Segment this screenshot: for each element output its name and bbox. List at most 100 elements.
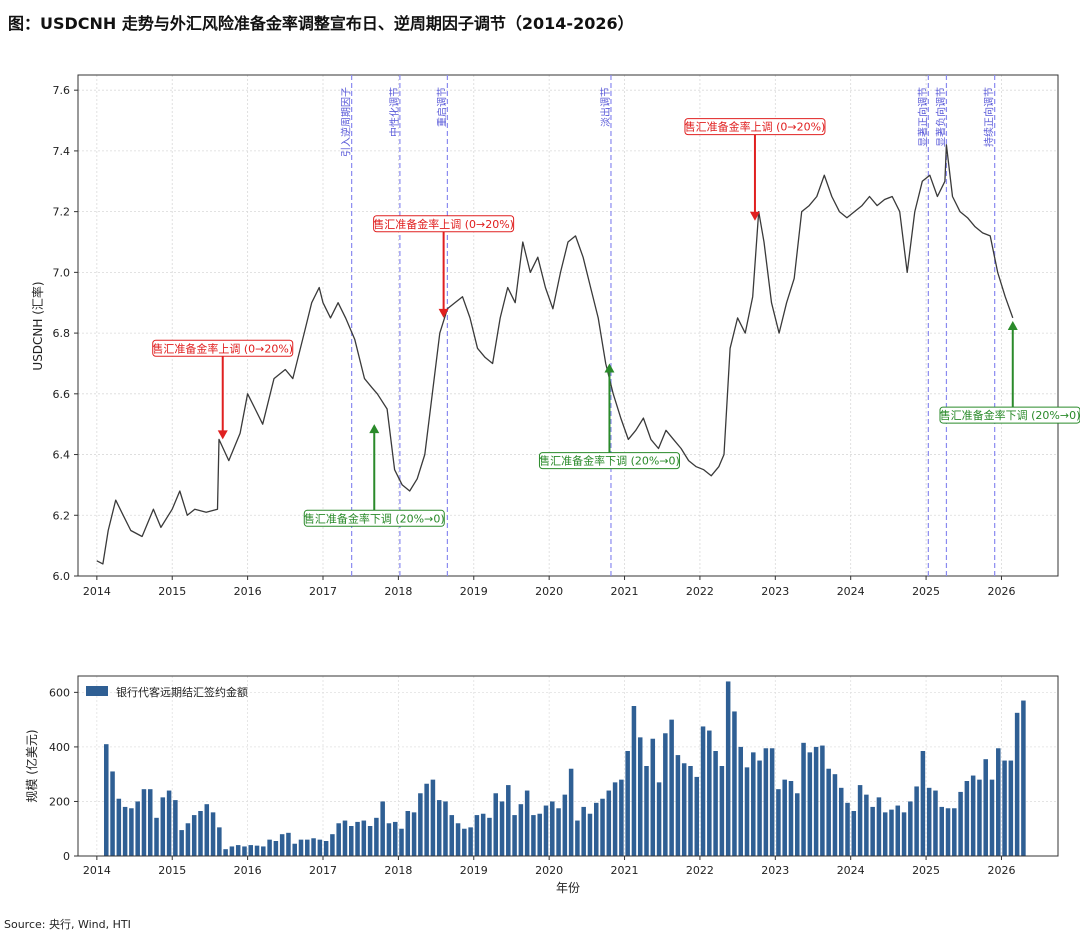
bar: [977, 779, 982, 856]
bar: [908, 801, 913, 856]
bar: [600, 798, 605, 856]
bar: [411, 812, 417, 856]
bar: [707, 730, 712, 856]
bar: [110, 771, 115, 856]
bar: [776, 789, 781, 856]
bar: [744, 767, 750, 856]
bar: [757, 760, 762, 856]
bar: [713, 751, 718, 856]
annotation: 售汇准备金率上调 (0→20%): [373, 215, 515, 318]
top-gridlines: [78, 75, 1058, 577]
top-x-tick-label: 2026: [987, 585, 1015, 598]
bar: [204, 804, 210, 856]
top-y-axis-label: USDCNH (汇率): [30, 281, 45, 370]
bar: [1002, 760, 1007, 856]
bar: [235, 845, 241, 856]
bar: [104, 744, 109, 856]
bar: [933, 790, 938, 856]
annotation-text: 售汇准备金率下调 (20%→0): [304, 511, 445, 525]
bar: [223, 849, 228, 856]
bottom-x-tick-label: 2021: [611, 864, 639, 877]
bar: [279, 834, 285, 856]
bar: [399, 828, 404, 856]
bar: [273, 841, 279, 856]
bar: [424, 783, 429, 856]
event-label: 淡出调节: [599, 87, 612, 127]
bar: [939, 806, 945, 856]
bar: [889, 809, 894, 856]
bar: [870, 806, 875, 856]
bar: [248, 845, 254, 856]
top-y-tick-label: 7.4: [53, 145, 71, 158]
bar: [864, 794, 869, 856]
top-x-tick-label: 2023: [761, 585, 789, 598]
annotations: 售汇准备金率上调 (0→20%) 售汇准备金率下调 (20%→0) 售汇准备金率上调…: [152, 118, 1080, 527]
bar: [763, 748, 769, 856]
bar: [468, 827, 473, 856]
bar: [512, 815, 517, 856]
bar: [198, 811, 203, 856]
bottom-y-axis-label: 规模 (亿美元): [24, 729, 39, 802]
bar: [964, 781, 970, 856]
bar: [562, 794, 568, 856]
bar: [217, 827, 222, 856]
bar-series: [104, 681, 1026, 856]
bar: [436, 800, 442, 856]
bar: [593, 802, 599, 856]
bar: [926, 787, 932, 856]
bar: [644, 766, 649, 856]
bar: [556, 808, 561, 856]
top-x-tick-label: 2019: [460, 585, 488, 598]
top-x-tick-label: 2018: [384, 585, 412, 598]
bar: [650, 738, 656, 856]
top-plot-frame: [77, 74, 1059, 577]
source-note: Source: 央行, Wind, HTI: [4, 918, 131, 931]
bar: [122, 806, 128, 856]
event-label: 重启调节: [435, 87, 448, 127]
legend-swatch: [86, 686, 108, 696]
bar: [185, 823, 191, 856]
bottom-tick-labels: 2014 2015 2016 2017 2018 2019 2020 2021 2022 2023…: [49, 686, 1015, 877]
bottom-y-tick-label: 200: [49, 795, 70, 808]
bar: [656, 782, 662, 856]
top-x-tick-label: 2015: [158, 585, 186, 598]
bar: [499, 801, 505, 856]
bar: [996, 748, 1001, 856]
top-x-tick-label: 2025: [912, 585, 940, 598]
bottom-x-tick-label: 2026: [987, 864, 1015, 877]
bar: [838, 787, 844, 856]
top-x-tick-label: 2014: [83, 585, 111, 598]
bar: [606, 790, 612, 856]
bar: [1021, 700, 1026, 856]
bar: [920, 751, 926, 856]
bar: [336, 823, 341, 856]
bar: [952, 808, 957, 856]
top-y-tick-label: 7.2: [53, 206, 71, 219]
bar: [430, 779, 436, 856]
bar: [154, 817, 159, 856]
annotation: 售汇准备金率下调 (20%→0): [303, 424, 445, 527]
bar: [254, 845, 260, 856]
bar: [895, 805, 901, 856]
bar: [694, 776, 700, 856]
annotation: 售汇准备金率上调 (0→20%): [684, 118, 826, 221]
bar: [418, 793, 423, 856]
chart-title: 图：USDCNH 走势与外汇风险准备金率调整宣布日、逆周期因子调节（2014-2…: [8, 14, 634, 33]
bar: [857, 785, 863, 856]
bar: [550, 801, 555, 856]
bottom-y-tick-label: 400: [49, 741, 70, 754]
bar: [700, 726, 706, 856]
bar: [173, 800, 178, 856]
top-y-tick-label: 6.8: [53, 327, 71, 340]
bar: [820, 745, 825, 856]
bar: [311, 838, 316, 856]
bar: [305, 839, 310, 856]
bar: [587, 813, 593, 856]
bar: [681, 763, 687, 856]
bar: [807, 752, 813, 856]
event-label: 引入逆周期因子: [340, 87, 353, 157]
bar: [355, 821, 360, 856]
bottom-x-tick-label: 2018: [384, 864, 412, 877]
bar: [342, 820, 348, 856]
bar: [242, 846, 247, 856]
